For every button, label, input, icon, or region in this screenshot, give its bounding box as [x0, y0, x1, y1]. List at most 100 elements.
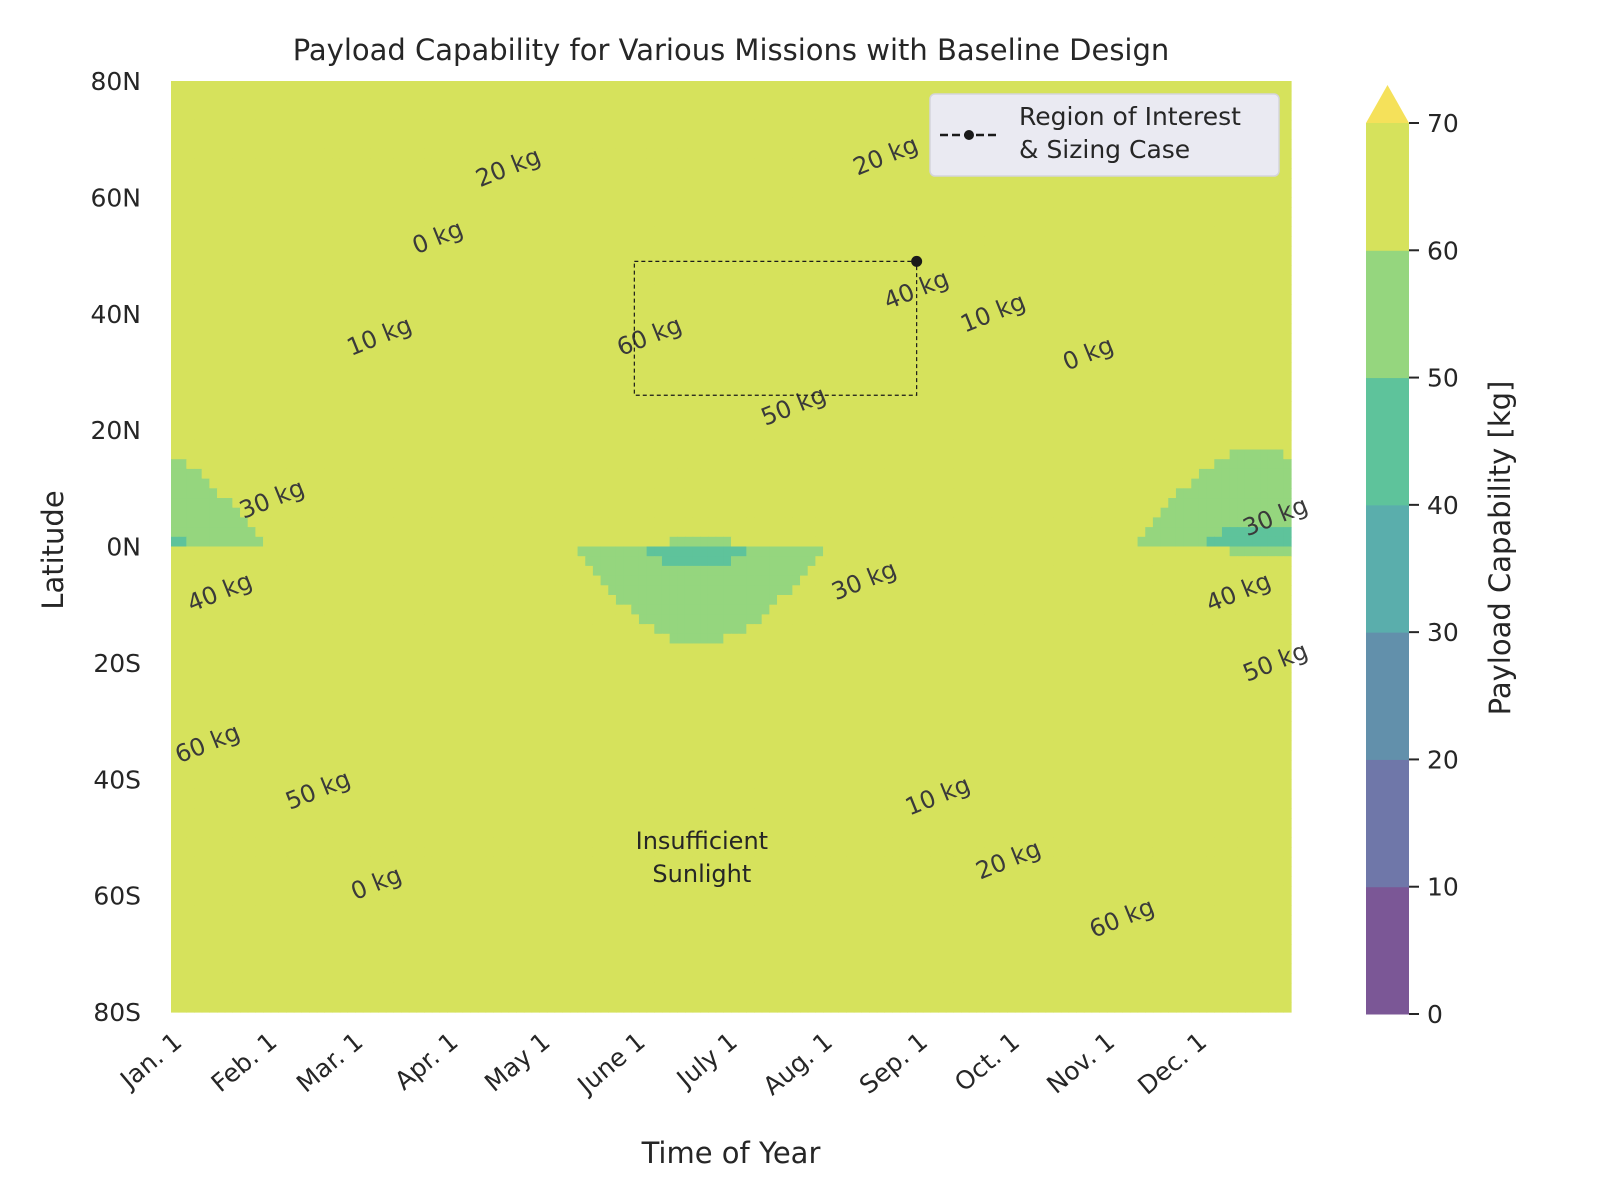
contour-cell	[263, 168, 272, 179]
contour-cell	[1060, 371, 1070, 383]
contour-cell	[439, 119, 448, 131]
contour-cell	[454, 177, 464, 189]
contour-cell	[1114, 401, 1123, 412]
contour-cell	[823, 216, 832, 228]
contour-cell	[807, 391, 816, 402]
contour-cell	[255, 119, 264, 131]
contour-cell	[523, 129, 533, 140]
contour-cell	[355, 81, 364, 92]
contour-cell	[853, 245, 863, 257]
contour-cell	[309, 265, 318, 276]
contour-cell	[838, 323, 847, 334]
contour-cell	[761, 168, 770, 179]
contour-cell	[546, 187, 556, 198]
contour-cell	[838, 352, 847, 363]
contour-cell	[385, 245, 395, 257]
contour-cell	[938, 401, 947, 412]
contour-cell	[1267, 362, 1277, 373]
contour-cell	[347, 90, 356, 101]
contour-cell	[692, 371, 701, 383]
contour-cell	[700, 274, 709, 286]
contour-cell	[217, 236, 226, 247]
contour-cell	[201, 119, 210, 131]
contour-cell	[922, 304, 932, 315]
contour-cell	[1091, 274, 1100, 286]
contour-cell	[823, 391, 832, 402]
contour-cell	[332, 342, 341, 354]
contour-cell	[823, 362, 832, 373]
contour-cell	[1160, 274, 1169, 286]
contour-cell	[171, 129, 180, 140]
contour-cell	[1068, 207, 1077, 218]
contour-cell	[884, 158, 893, 169]
contour-cell	[224, 255, 233, 266]
contour-cell	[1244, 304, 1254, 315]
contour-cell	[178, 265, 187, 276]
contour-cell	[623, 90, 632, 101]
contour-cell	[777, 313, 786, 325]
contour-cell	[838, 362, 847, 373]
contour-cell	[608, 265, 617, 276]
contour-cell	[1083, 216, 1093, 228]
contour-cell	[638, 139, 648, 150]
contour-cell	[408, 294, 418, 305]
contour-cell	[623, 391, 632, 402]
contour-cell	[301, 245, 310, 257]
contour-cell	[1221, 323, 1231, 334]
contour-cell	[178, 304, 187, 315]
contour-cell	[232, 274, 241, 286]
contour-cell	[1045, 313, 1054, 325]
contour-cell	[201, 197, 210, 208]
contour-cell	[240, 226, 249, 237]
contour-cell	[707, 236, 717, 247]
contour-cell	[332, 274, 341, 286]
contour-cell	[393, 323, 402, 334]
contour-cell	[938, 255, 947, 266]
contour-cell	[1260, 187, 1269, 198]
contour-cell	[1037, 284, 1047, 295]
contour-cell	[332, 401, 341, 412]
contour-cell	[523, 245, 533, 257]
contour-cell	[493, 158, 502, 169]
contour-cell	[715, 381, 724, 392]
contour-cell	[485, 265, 494, 276]
contour-cell	[324, 129, 333, 140]
contour-cell	[585, 362, 594, 373]
contour-cell	[815, 90, 824, 101]
contour-cell	[293, 304, 303, 315]
contour-cell	[976, 304, 985, 315]
contour-cell	[477, 245, 487, 257]
contour-cell	[800, 197, 809, 208]
contour-cell	[439, 168, 448, 179]
contour-cell	[761, 245, 770, 257]
contour-cell	[853, 236, 863, 247]
contour-cell	[838, 158, 847, 169]
contour-cell	[800, 245, 809, 257]
contour-cell	[508, 352, 517, 363]
contour-cell	[800, 371, 809, 383]
contour-cell	[286, 294, 295, 305]
contour-cell	[892, 284, 901, 295]
contour-cell	[738, 119, 747, 131]
contour-cell	[516, 391, 525, 402]
contour-cell	[1267, 371, 1277, 383]
contour-cell	[470, 177, 479, 189]
contour-cell	[508, 294, 517, 305]
contour-cell	[240, 401, 249, 412]
contour-cell	[378, 216, 387, 228]
contour-cell	[761, 158, 770, 169]
contour-cell	[454, 284, 464, 295]
contour-cell	[830, 168, 839, 179]
contour-cell	[746, 90, 755, 101]
contour-cell	[1030, 81, 1039, 92]
contour-cell	[255, 352, 264, 363]
contour-cell	[500, 255, 510, 266]
contour-cell	[1137, 226, 1146, 237]
contour-cell	[861, 255, 870, 266]
contour-cell	[654, 371, 663, 383]
contour-cell	[408, 284, 418, 295]
contour-cell	[631, 313, 640, 325]
contour-cell	[1221, 342, 1231, 354]
contour-cell	[615, 371, 625, 383]
contour-cell	[907, 207, 916, 218]
